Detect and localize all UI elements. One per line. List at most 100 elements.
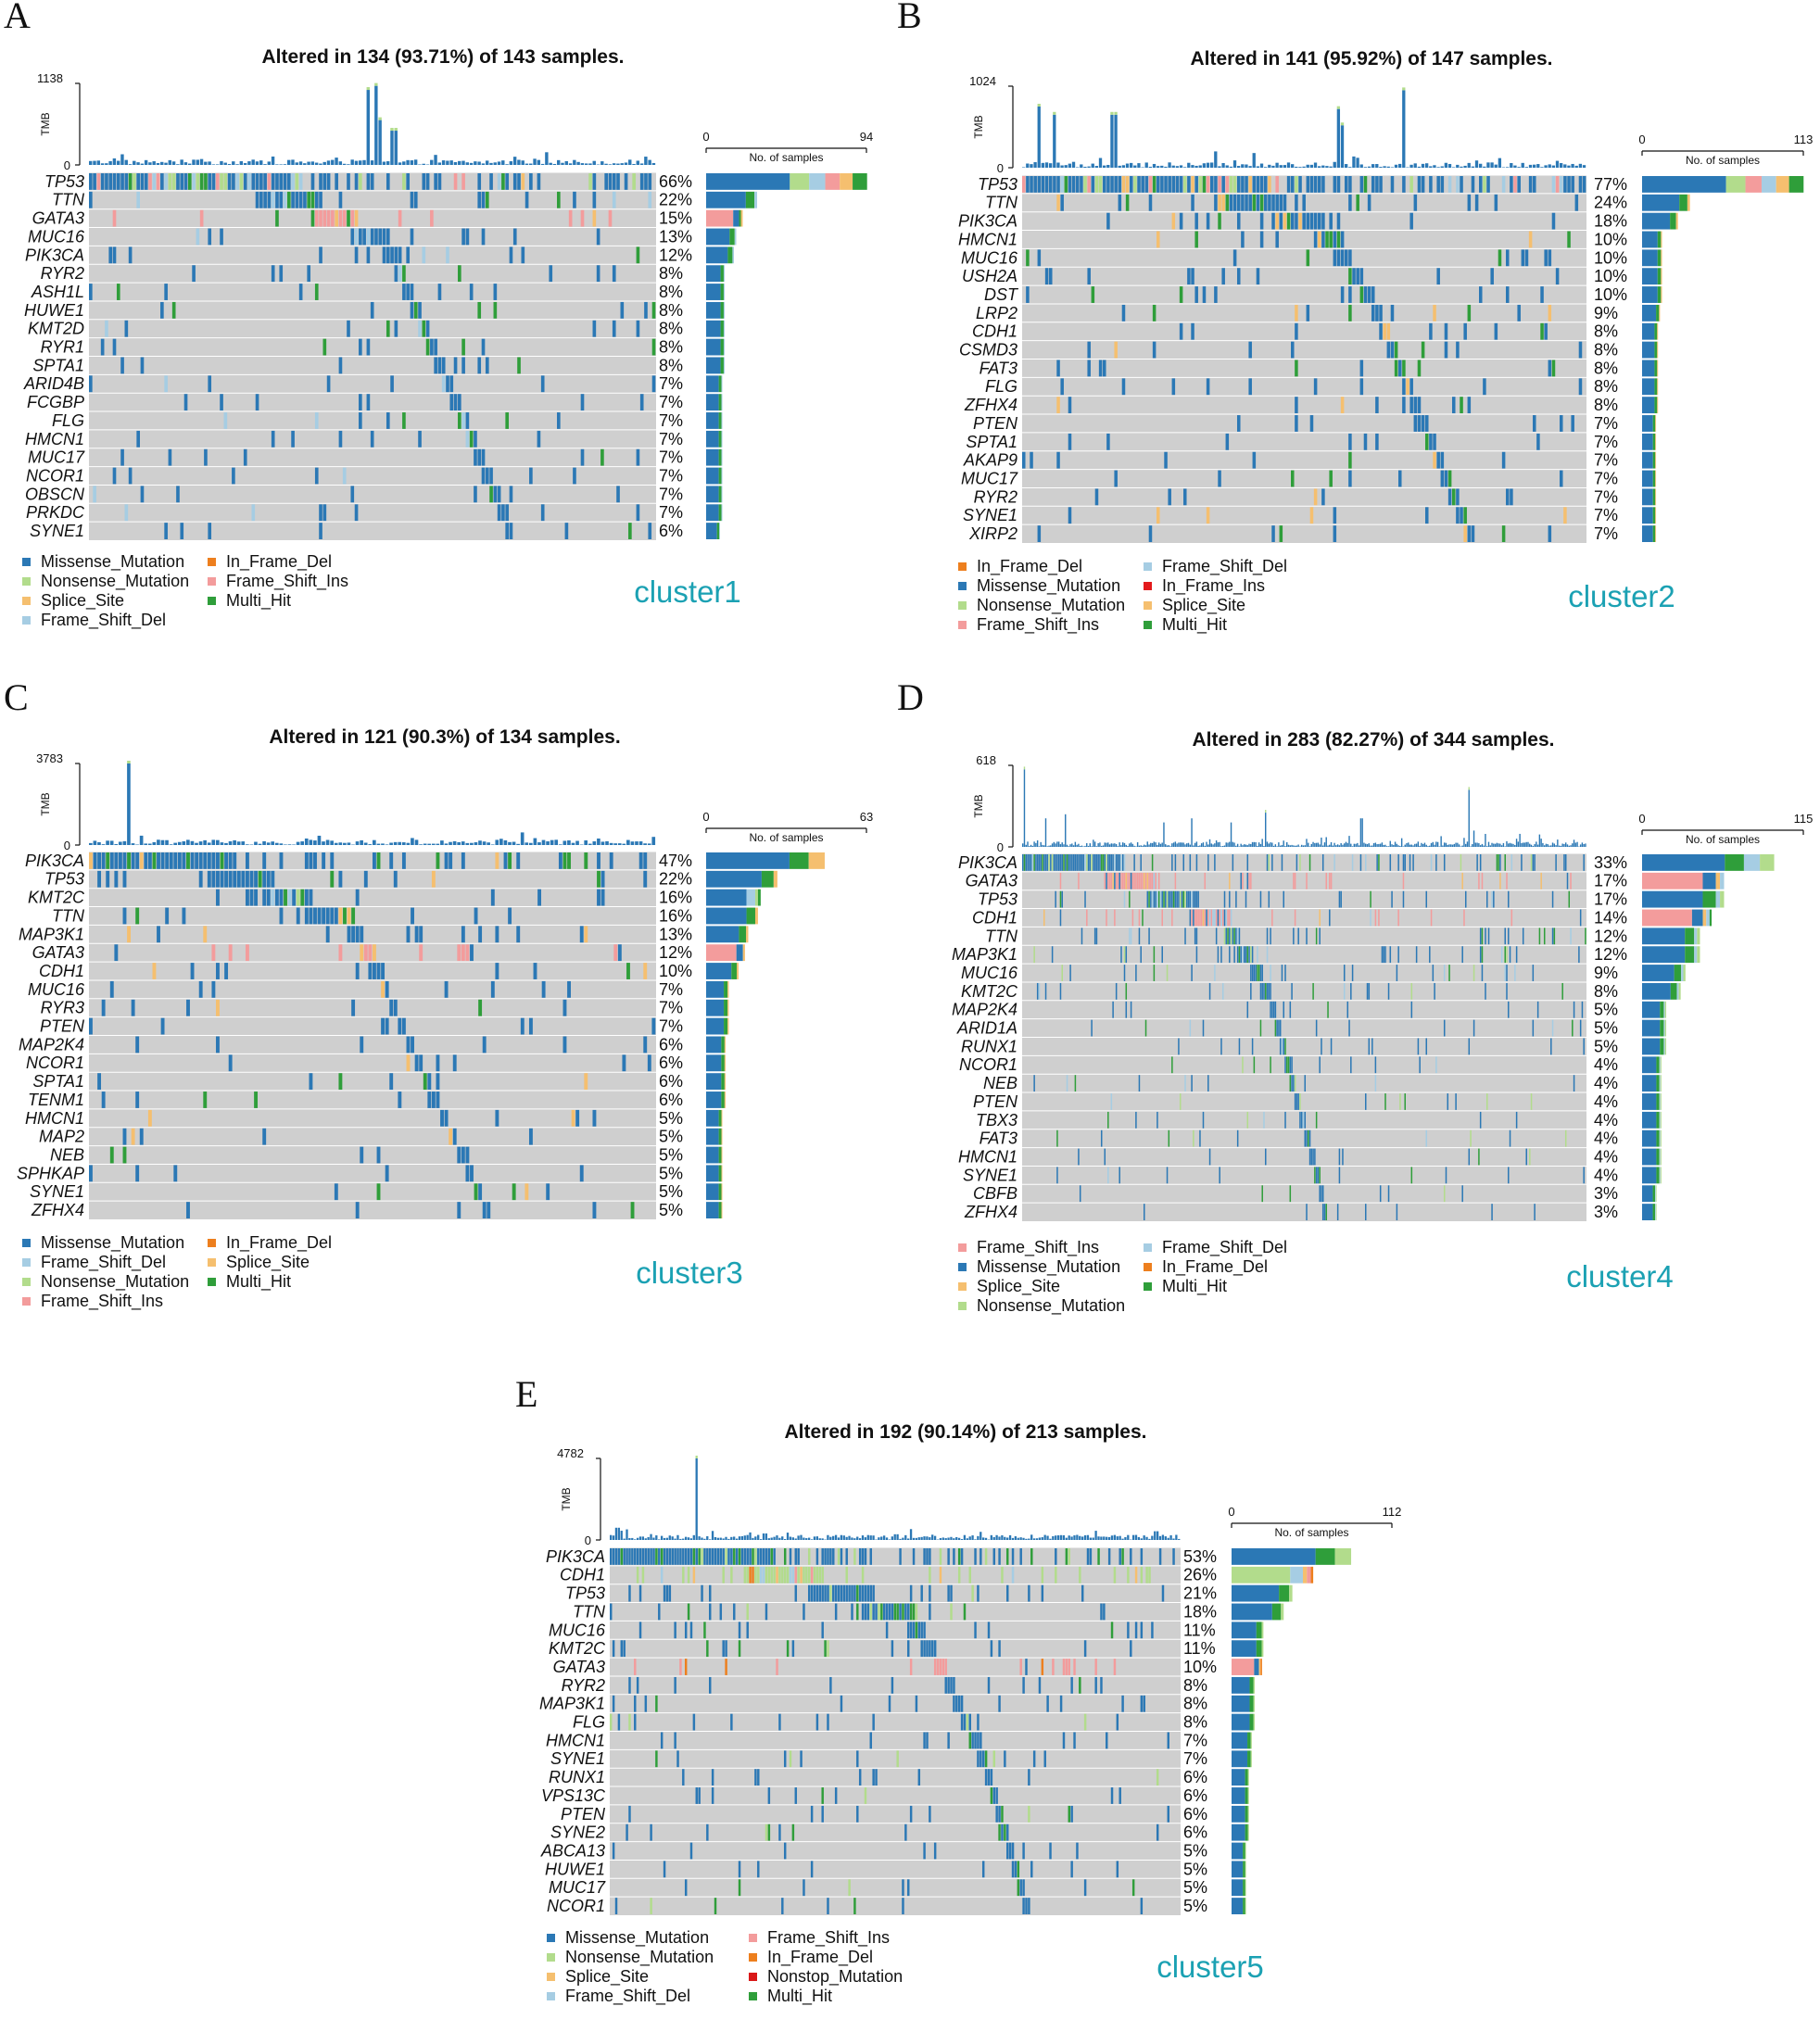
tmb-bar (1461, 845, 1463, 847)
tmb-bar (1214, 843, 1216, 847)
count-bar-segment (808, 852, 825, 869)
mutation-cell (1025, 1898, 1028, 1914)
mutation-cell (617, 944, 622, 962)
mutation-cell (1551, 1019, 1554, 1037)
tmb-bar (658, 1539, 661, 1540)
tmb-bar (1574, 165, 1578, 168)
tmb-bar (1127, 1534, 1130, 1540)
gene-label-NCOR1: NCOR1 (547, 1897, 605, 1915)
mutation-cell (223, 412, 228, 429)
mutation-cell (856, 1750, 859, 1768)
mutation-cell (489, 467, 493, 485)
mutation-cell (207, 852, 211, 869)
mutation-cell (980, 1548, 982, 1565)
mutation-cell (1375, 304, 1379, 322)
count-bar-segment (721, 1128, 723, 1145)
tmb-bar (1452, 167, 1456, 168)
mutation-cell (360, 1146, 364, 1164)
mutation-cell (1402, 360, 1406, 377)
mutation-cell (1033, 1075, 1035, 1092)
mutation-cell (1402, 872, 1405, 890)
mutation-cell (521, 246, 525, 264)
legend-swatch (1144, 1282, 1152, 1291)
mutation-cell (275, 209, 279, 227)
tmb-bar (1186, 843, 1188, 847)
tmb-bar (992, 1536, 995, 1540)
mutation-cell (917, 1622, 921, 1639)
count-bar-segment (1642, 525, 1653, 542)
tmb-bar (1191, 818, 1193, 847)
tmb-bar (651, 837, 656, 845)
mutation-cell (1152, 304, 1156, 322)
mutation-cell (1336, 1204, 1339, 1220)
tmb-axis-title: TMB (972, 115, 985, 138)
tmb-bar (695, 1458, 698, 1540)
mutation-cell (1110, 1622, 1114, 1639)
mutation-cell (453, 357, 458, 374)
mutation-cell (1515, 946, 1518, 964)
tmb-min-label: 0 (997, 840, 1004, 854)
mutation-cell (228, 870, 233, 888)
mutation-cell (1447, 488, 1452, 506)
mutation-cell (1051, 946, 1054, 964)
mutation-cell (453, 394, 458, 411)
mutation-cell (668, 1584, 672, 1602)
mutation-cell (1076, 176, 1080, 193)
mutation-cell (977, 1732, 980, 1749)
mutation-cell (275, 173, 279, 190)
count-bar-segment (721, 394, 723, 411)
count-bar-segment (706, 375, 719, 393)
mutation-cell (1098, 360, 1103, 377)
tmb-bar (1359, 818, 1362, 847)
tmb-bar (794, 1538, 797, 1540)
tmb-bar (118, 841, 122, 845)
tmb-bar (1371, 845, 1373, 847)
tmb-bar (1408, 842, 1409, 847)
mutation-cell (663, 1861, 666, 1878)
tmb-bar (1200, 843, 1203, 847)
tmb-bar (557, 159, 561, 165)
mutation-cell (821, 1584, 824, 1602)
mutation-cell (279, 907, 284, 925)
mutation-cell (824, 1640, 827, 1658)
mutation-cell (1570, 927, 1572, 945)
mutation-cell (1257, 946, 1258, 964)
tmb-bar (1081, 1536, 1084, 1540)
mutation-cell (1315, 1167, 1318, 1184)
count-bar-segment (1258, 1659, 1261, 1675)
tmb-bar (1121, 842, 1124, 847)
tmb-bar (398, 162, 402, 165)
mutation-cell (1291, 212, 1295, 230)
mutation-cell (730, 1548, 733, 1565)
mutation-cell (1386, 322, 1391, 340)
tmb-bar (1383, 166, 1386, 168)
mutation-cell (122, 852, 127, 869)
mutation-cell (1481, 927, 1484, 945)
mutation-cell (1289, 1075, 1292, 1092)
tmb-bar (957, 1537, 961, 1540)
mutation-cell (1522, 927, 1524, 945)
count-bar-segment (718, 430, 722, 448)
mutation-cell (1284, 965, 1286, 981)
tmb-bar (347, 842, 351, 845)
tmb-bar (1350, 843, 1352, 847)
gene-label-HMCN1: HMCN1 (958, 230, 1017, 248)
count-bar-segment (1657, 322, 1659, 340)
tmb-bar (1295, 166, 1298, 168)
mutation-cell (204, 173, 208, 190)
mutation-cell (1350, 1056, 1352, 1074)
tmb-bar (274, 842, 279, 845)
mutation-cell (1052, 1659, 1055, 1675)
mutation-cell (1551, 890, 1554, 908)
mutation-cell (430, 209, 434, 227)
mutation-cell (643, 870, 648, 888)
gene-label-MUC16: MUC16 (961, 964, 1018, 982)
mutation-cell (1378, 854, 1380, 871)
mutation-cell (366, 173, 371, 190)
tmb-bar (525, 163, 529, 165)
mutation-cell (385, 173, 390, 190)
tmb-bar (1464, 843, 1467, 847)
count-bar-segment (1642, 451, 1653, 469)
mutation-cell (1131, 872, 1134, 890)
mutation-cell (880, 1603, 883, 1621)
